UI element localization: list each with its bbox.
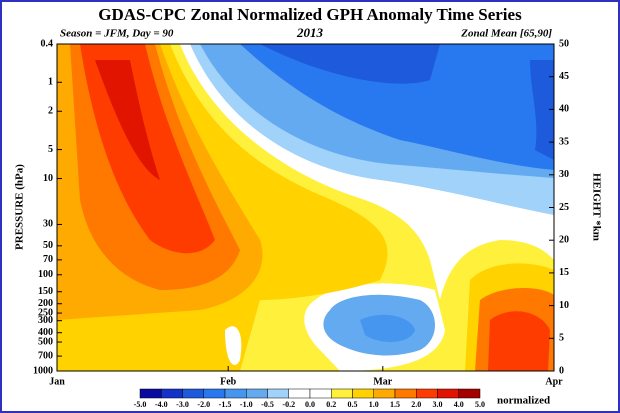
y2-tick-label: 15 bbox=[559, 267, 569, 278]
colorbar-label: -1.0 bbox=[240, 400, 253, 409]
colorbar-swatch bbox=[331, 388, 353, 399]
contour-region bbox=[488, 311, 550, 371]
x-tick-label: Feb bbox=[220, 376, 237, 387]
y-tick-label: 30 bbox=[43, 219, 53, 230]
contour-field bbox=[57, 44, 554, 371]
colorbar-swatch bbox=[224, 388, 247, 399]
colorbar-title: normalized bbox=[497, 395, 550, 407]
colorbar-label: 0.5 bbox=[348, 400, 358, 409]
y-tick-label: 50 bbox=[43, 240, 53, 251]
colorbar-label: 3.0 bbox=[433, 400, 443, 409]
colorbar-swatch bbox=[288, 388, 311, 399]
contour-region bbox=[260, 44, 440, 84]
colorbar-label: -0.2 bbox=[282, 400, 295, 409]
colorbar-swatch bbox=[458, 388, 481, 399]
y-axis-label: PRESSURE (hPa) bbox=[14, 164, 26, 250]
colorbar-label: -2.0 bbox=[197, 400, 210, 409]
y2-tick-label: 5 bbox=[559, 333, 564, 344]
y2-tick-label: 20 bbox=[559, 234, 569, 245]
colorbar-label: 4.0 bbox=[454, 400, 464, 409]
colorbar-label: 1.5 bbox=[390, 400, 400, 409]
y2-tick-label: 10 bbox=[559, 300, 569, 311]
colorbar-swatch bbox=[203, 388, 226, 399]
contour-region bbox=[225, 326, 242, 365]
y-tick-label: 1000 bbox=[33, 365, 53, 376]
subtitle-center: 2013 bbox=[296, 25, 324, 40]
colorbar-swatch bbox=[139, 388, 162, 399]
colorbar-swatch bbox=[246, 388, 268, 399]
colorbar-label: -4.0 bbox=[155, 400, 168, 409]
y-tick-label: 2 bbox=[48, 106, 53, 117]
y-tick-label: 10 bbox=[43, 173, 53, 184]
y-tick-label: 150 bbox=[38, 286, 53, 297]
colorbar-label: 0.2 bbox=[326, 400, 336, 409]
y-tick-label: 700 bbox=[38, 350, 53, 361]
colorbar-label: 0.0 bbox=[305, 400, 315, 409]
chart-title: GDAS-CPC Zonal Normalized GPH Anomaly Ti… bbox=[98, 5, 522, 24]
y-tick-label: 500 bbox=[38, 336, 53, 347]
colorbar-label: 1.0 bbox=[369, 400, 379, 409]
y2-tick-label: 45 bbox=[559, 71, 569, 82]
y2-axis-label: HEIGHT *km bbox=[590, 173, 602, 241]
colorbar-label: -5.0 bbox=[134, 400, 147, 409]
subtitle-left: Season = JFM, Day = 90 bbox=[60, 28, 174, 40]
y-tick-label: 300 bbox=[38, 315, 53, 326]
y2-tick-label: 35 bbox=[559, 136, 569, 147]
colorbar-label: 5.0 bbox=[475, 400, 485, 409]
y-tick-label: 1 bbox=[48, 77, 53, 88]
x-tick-label: Jan bbox=[49, 376, 65, 387]
colorbar-swatch bbox=[267, 388, 289, 399]
colorbar-label: -3.0 bbox=[176, 400, 189, 409]
contour-region bbox=[95, 60, 160, 180]
colorbar-label: -1.5 bbox=[219, 400, 232, 409]
y-tick-label: 5 bbox=[48, 144, 53, 155]
subtitle-right: Zonal Mean [65,90] bbox=[460, 28, 552, 40]
y2-tick-label: 50 bbox=[559, 38, 569, 49]
y-tick-label: 200 bbox=[38, 298, 53, 309]
y2-tick-label: 25 bbox=[559, 202, 569, 213]
colorbar-swatch bbox=[161, 388, 183, 399]
colorbar-swatch bbox=[182, 388, 204, 399]
y-tick-label: 100 bbox=[38, 269, 53, 280]
colorbar-swatch bbox=[394, 388, 417, 399]
y-tick-label: 400 bbox=[38, 327, 53, 338]
y2-tick-label: 0 bbox=[559, 365, 564, 376]
colorbar-swatch bbox=[352, 388, 374, 399]
x-tick-label: Apr bbox=[545, 376, 563, 387]
x-tick-label: Mar bbox=[373, 376, 392, 387]
colorbar-swatch bbox=[373, 388, 396, 399]
colorbar-swatch bbox=[416, 388, 438, 399]
contour-region bbox=[530, 60, 554, 160]
y-tick-label: 70 bbox=[43, 254, 53, 265]
colorbar-swatch bbox=[309, 388, 332, 399]
colorbar-label: -0.5 bbox=[261, 400, 274, 409]
y2-tick-label: 30 bbox=[559, 169, 569, 180]
contour-region bbox=[360, 314, 415, 342]
y2-tick-label: 40 bbox=[559, 104, 569, 115]
colorbar-label: 2.0 bbox=[411, 400, 421, 409]
y-tick-label: 250 bbox=[38, 307, 53, 318]
colorbar-swatch bbox=[437, 388, 459, 399]
y-tick-label: 0.4 bbox=[41, 38, 54, 49]
contour-region bbox=[240, 44, 554, 170]
